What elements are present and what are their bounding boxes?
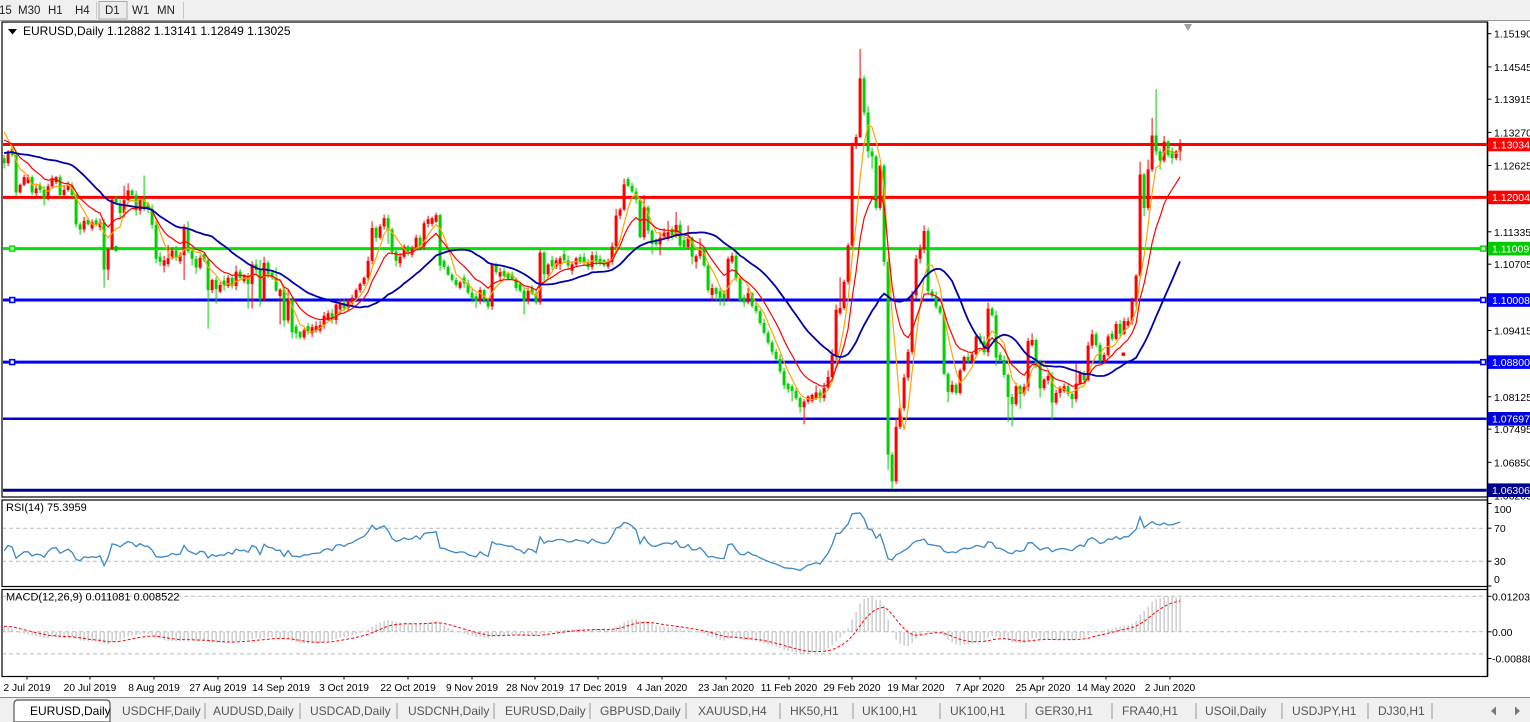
svg-text:USDCNH,Daily: USDCNH,Daily — [408, 704, 489, 718]
svg-text:1.07697: 1.07697 — [1492, 414, 1530, 426]
svg-text:29 Feb 2020: 29 Feb 2020 — [823, 683, 881, 694]
svg-text:3 Oct 2019: 3 Oct 2019 — [319, 683, 369, 694]
svg-text:H1: H1 — [48, 5, 63, 17]
svg-text:USDJPY,H1: USDJPY,H1 — [1292, 704, 1357, 718]
svg-text:W1: W1 — [132, 5, 149, 17]
svg-text:4 Jan 2020: 4 Jan 2020 — [637, 683, 688, 694]
svg-text:19 Mar 2020: 19 Mar 2020 — [887, 683, 945, 694]
svg-text:1.10705: 1.10705 — [1494, 259, 1530, 271]
svg-text:14 May 2020: 14 May 2020 — [1077, 683, 1136, 694]
svg-text:DJ30,H1: DJ30,H1 — [1378, 704, 1425, 718]
svg-text:EURUSD,Daily: EURUSD,Daily — [505, 704, 586, 718]
svg-text:1.15190: 1.15190 — [1494, 29, 1530, 41]
svg-text:D1: D1 — [105, 5, 120, 17]
svg-text:1.11009: 1.11009 — [1492, 243, 1529, 255]
svg-text:28 Nov 2019: 28 Nov 2019 — [506, 683, 564, 694]
svg-text:GBPUSD,Daily: GBPUSD,Daily — [600, 704, 681, 718]
svg-text:UK100,H1: UK100,H1 — [862, 704, 918, 718]
svg-text:EURUSD,Daily 1.12882 1.13141: EURUSD,Daily 1.12882 1.13141 1.12849 1.1… — [23, 24, 291, 38]
svg-text:70: 70 — [1494, 523, 1506, 535]
svg-text:USDCAD,Daily: USDCAD,Daily — [310, 704, 391, 718]
svg-text:UK100,H1: UK100,H1 — [950, 704, 1006, 718]
svg-text:M30: M30 — [18, 5, 40, 17]
svg-text:0.00: 0.00 — [1492, 627, 1513, 639]
svg-text:0: 0 — [1494, 574, 1500, 586]
svg-text:1.13034: 1.13034 — [1492, 139, 1530, 151]
svg-text:100: 100 — [1494, 504, 1512, 516]
svg-text:USDCHF,Daily: USDCHF,Daily — [122, 704, 201, 718]
svg-text:MACD(12,26,9) 0.011081 0.00852: MACD(12,26,9) 0.011081 0.008522 — [6, 592, 179, 604]
svg-text:30: 30 — [1494, 556, 1506, 568]
svg-text:0.012031: 0.012031 — [1492, 591, 1530, 603]
svg-text:23 Jan 2020: 23 Jan 2020 — [698, 683, 754, 694]
svg-text:XAUUSD,H4: XAUUSD,H4 — [698, 704, 767, 718]
svg-text:HK50,H1: HK50,H1 — [790, 704, 839, 718]
svg-text:22 Oct 2019: 22 Oct 2019 — [380, 683, 436, 694]
svg-text:EURUSD,Daily: EURUSD,Daily — [30, 704, 111, 718]
svg-text:1.07495: 1.07495 — [1494, 424, 1530, 436]
svg-text:MN: MN — [157, 5, 175, 17]
svg-text:FRA40,H1: FRA40,H1 — [1122, 704, 1178, 718]
svg-text:8 Aug 2019: 8 Aug 2019 — [128, 683, 180, 694]
svg-text:2 Jun 2020: 2 Jun 2020 — [1145, 683, 1196, 694]
svg-text:1.10008: 1.10008 — [1492, 295, 1530, 307]
svg-text:25 Apr 2020: 25 Apr 2020 — [1016, 683, 1071, 694]
svg-text:1.13270: 1.13270 — [1494, 127, 1530, 139]
svg-text:1.08125: 1.08125 — [1494, 392, 1530, 404]
svg-text:9 Nov 2019: 9 Nov 2019 — [446, 683, 498, 694]
svg-text:RSI(14) 75.3959: RSI(14) 75.3959 — [6, 502, 87, 514]
svg-text:1.12004: 1.12004 — [1492, 192, 1530, 204]
svg-text:7 Apr 2020: 7 Apr 2020 — [955, 683, 1005, 694]
svg-text:2 Jul 2019: 2 Jul 2019 — [3, 683, 50, 694]
svg-text:1.11335: 1.11335 — [1494, 227, 1530, 239]
svg-text:27 Aug 2019: 27 Aug 2019 — [189, 683, 247, 694]
svg-text:1.06850: 1.06850 — [1494, 457, 1530, 469]
svg-text:14 Sep 2019: 14 Sep 2019 — [252, 683, 310, 694]
svg-text:AUDUSD,Daily: AUDUSD,Daily — [213, 704, 294, 718]
svg-text:20 Jul 2019: 20 Jul 2019 — [64, 683, 117, 694]
svg-text:1.08800: 1.08800 — [1492, 357, 1530, 369]
svg-text:1.13915: 1.13915 — [1494, 94, 1530, 106]
svg-text:-0.008881: -0.008881 — [1492, 654, 1530, 666]
svg-text:17 Dec 2019: 17 Dec 2019 — [569, 683, 627, 694]
svg-text:H4: H4 — [75, 5, 90, 17]
svg-text:1.06306: 1.06306 — [1492, 485, 1530, 497]
svg-text:1.14545: 1.14545 — [1494, 62, 1530, 74]
svg-text:USOil,Daily: USOil,Daily — [1205, 704, 1266, 718]
svg-text:GER30,H1: GER30,H1 — [1035, 704, 1093, 718]
svg-text:1.09415: 1.09415 — [1494, 326, 1530, 338]
svg-text:1.12625: 1.12625 — [1494, 161, 1530, 173]
svg-text:15: 15 — [0, 5, 12, 17]
svg-text:11 Feb 2020: 11 Feb 2020 — [761, 683, 818, 694]
